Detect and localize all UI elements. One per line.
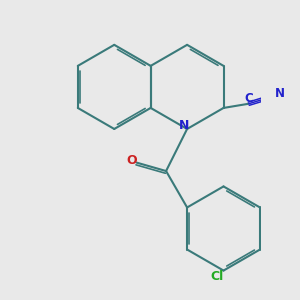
Text: C: C — [244, 92, 253, 105]
Text: O: O — [126, 154, 137, 167]
Text: N: N — [275, 87, 285, 100]
Text: N: N — [178, 119, 189, 132]
Text: Cl: Cl — [211, 270, 224, 284]
